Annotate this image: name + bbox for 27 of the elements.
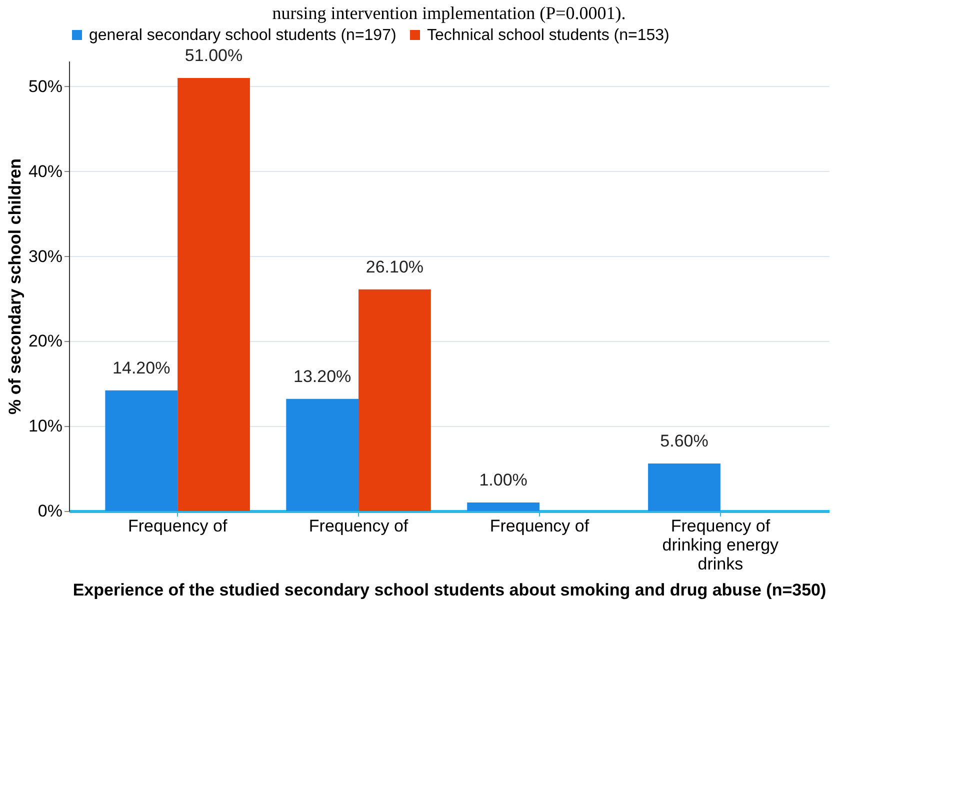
- y-tick-label: 40%: [28, 162, 62, 181]
- x-tick-label: Frequency of: [490, 516, 590, 536]
- y-tick-label: 20%: [28, 332, 62, 351]
- data-label: 14.20%: [112, 358, 170, 378]
- data-label: 51.00%: [184, 46, 243, 65]
- x-tick-label: Frequency of: [128, 516, 228, 536]
- bar: [358, 289, 431, 511]
- bar: [467, 502, 540, 511]
- y-tick-label: 0%: [38, 502, 62, 520]
- data-label: 13.20%: [293, 366, 352, 386]
- legend-label: general secondary school students (n=197): [89, 27, 396, 44]
- data-label: 1.00%: [479, 470, 528, 490]
- legend-label: Technical school students (n=153): [427, 27, 670, 44]
- data-label: 5.60%: [660, 431, 708, 450]
- y-tick-label: 10%: [28, 416, 62, 436]
- x-tick-label: Frequency of: [308, 516, 408, 536]
- bar: [105, 390, 178, 511]
- bar: [178, 78, 250, 511]
- y-axis-title: % of secondary school children: [5, 158, 24, 415]
- y-tick-label: 30%: [28, 246, 62, 266]
- x-axis-title: Experience of the studied secondary school students about smoking and drug abuse (n=350): [72, 580, 826, 600]
- data-label: 26.10%: [366, 257, 424, 276]
- bar: [648, 463, 720, 511]
- x-tick-label: Frequency of drinking energy drinks: [662, 516, 780, 574]
- bar: [286, 398, 359, 511]
- text: nursing intervention implementation (P=0.0001).: [272, 3, 626, 23]
- y-tick-label: 50%: [28, 76, 62, 96]
